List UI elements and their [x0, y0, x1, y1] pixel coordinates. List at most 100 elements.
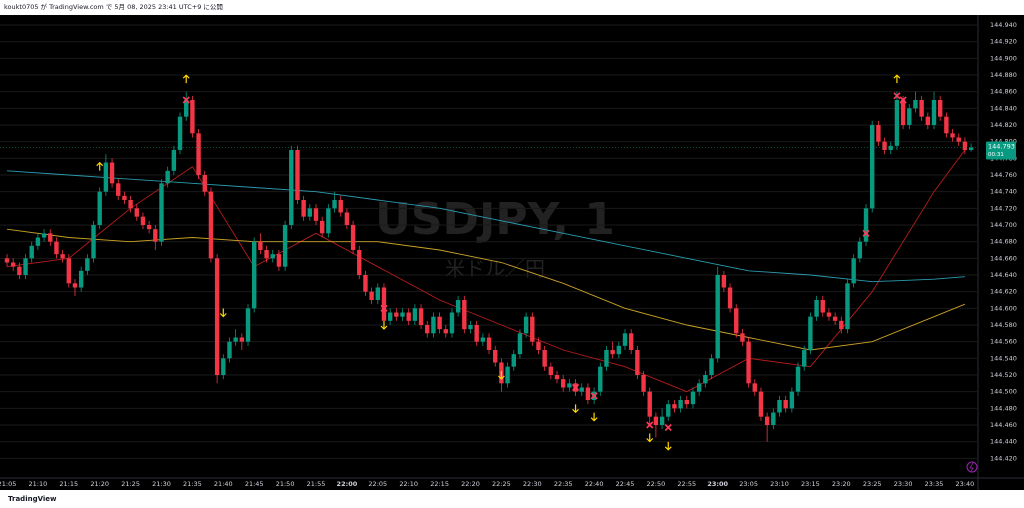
signal-arrow — [497, 371, 505, 380]
x-tick-label: 22:20 — [461, 480, 480, 488]
candle-body — [783, 400, 788, 409]
candle-body — [116, 183, 121, 196]
candle-body — [319, 220, 325, 234]
candle-body — [128, 200, 133, 209]
lightning-icon — [966, 461, 978, 473]
y-tick-label: 144.680 — [990, 238, 1017, 246]
candle-body — [703, 375, 708, 384]
candle-body — [567, 383, 572, 388]
candle-body — [802, 350, 807, 367]
y-tick-label: 144.420 — [990, 454, 1017, 462]
candle-body — [307, 208, 313, 217]
candle-body — [777, 400, 782, 413]
signal-up — [893, 74, 901, 84]
candle-body — [406, 312, 411, 321]
candle-body — [474, 325, 479, 342]
candle-body — [276, 254, 282, 267]
x-tick-label: 22:15 — [430, 480, 449, 488]
candle-body — [647, 391, 652, 417]
candle-body — [159, 183, 164, 242]
candle-body — [622, 333, 628, 346]
candle-body — [350, 225, 356, 250]
candle-body — [122, 195, 127, 200]
candle-body — [907, 108, 912, 125]
candle-body — [270, 254, 275, 259]
candle-body — [882, 141, 887, 150]
y-tick-label: 144.520 — [990, 371, 1017, 379]
signal-cross — [182, 96, 190, 104]
candle-body — [493, 350, 498, 363]
signal-down — [497, 371, 505, 380]
candle-body — [369, 291, 374, 300]
y-tick-label: 144.640 — [990, 271, 1017, 279]
candle-body — [177, 116, 183, 150]
candle-body — [740, 333, 745, 342]
candle-body — [418, 308, 424, 325]
x-tick-label: 23:05 — [739, 480, 758, 488]
signal-x — [664, 423, 672, 432]
candle-body — [140, 216, 146, 225]
x-tick-label: 23:10 — [770, 480, 789, 488]
x-tick-label: 21:45 — [245, 480, 264, 488]
signal-cross — [899, 96, 907, 104]
candle-body — [221, 358, 226, 375]
candle-body — [721, 275, 727, 288]
x-tick-label: 22:40 — [585, 480, 604, 488]
candle-body — [437, 316, 442, 330]
candle-body — [153, 229, 158, 242]
signal-arrow — [893, 74, 901, 84]
candle-body — [60, 254, 65, 259]
x-tick-label: 22:00 — [337, 480, 358, 488]
header: koukt0705 が TradingView.com で 5月 08, 202… — [0, 0, 1024, 15]
candle-body — [870, 125, 875, 209]
candle-body — [196, 133, 201, 175]
candle-body — [449, 312, 455, 334]
candle-body — [233, 337, 238, 342]
y-tick-label: 144.940 — [990, 21, 1017, 29]
candle-body — [431, 316, 436, 334]
candle-body — [820, 300, 825, 313]
candle-body — [734, 308, 739, 334]
candle-body — [709, 358, 714, 375]
candle-body — [857, 241, 863, 259]
candle-body — [165, 170, 170, 184]
x-tick-label: 21:20 — [90, 480, 109, 488]
signal-cross — [646, 421, 654, 429]
candle-body — [931, 100, 937, 125]
candle-body — [789, 391, 795, 409]
signal-cross — [893, 92, 901, 100]
candle-body — [641, 375, 646, 392]
candle-body — [659, 416, 665, 425]
x-tick-label: 23:15 — [801, 480, 820, 488]
candle-body — [357, 250, 362, 275]
x-tick-label: 21:50 — [276, 480, 295, 488]
x-tick-label: 22:30 — [523, 480, 542, 488]
candle-body — [10, 262, 16, 267]
x-tick-label: 22:05 — [368, 480, 387, 488]
candle-body — [808, 316, 813, 350]
candle-body — [517, 333, 523, 355]
candle-body — [412, 308, 418, 321]
candle-body — [956, 137, 961, 142]
signal-x — [893, 92, 901, 100]
signal-x — [380, 304, 388, 312]
candle-body — [604, 350, 609, 367]
candle-body — [876, 125, 881, 142]
y-tick-label: 144.540 — [990, 354, 1017, 362]
x-tick-label: 23:35 — [925, 480, 944, 488]
candle-body — [684, 400, 689, 405]
x-tick-label: 21:15 — [59, 480, 78, 488]
signal-arrow — [646, 433, 654, 443]
candle-body — [764, 416, 770, 425]
x-tick-label: 22:10 — [399, 480, 418, 488]
x-tick-label: 21:40 — [214, 480, 233, 488]
x-tick-label: 21:25 — [121, 480, 140, 488]
candle-body — [542, 350, 547, 367]
candle-body — [511, 354, 516, 367]
y-tick-label: 144.840 — [990, 104, 1017, 112]
x-tick-label: 22:50 — [647, 480, 666, 488]
candle-body — [919, 100, 924, 117]
candle-body — [332, 200, 337, 209]
y-tick-label: 144.620 — [990, 288, 1017, 296]
